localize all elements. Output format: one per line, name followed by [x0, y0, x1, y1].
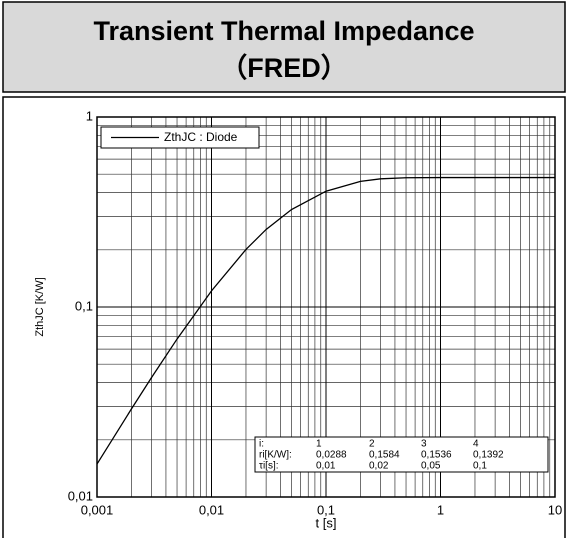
table-cell: 0,1392 — [473, 450, 504, 461]
table-cell: ri[K/W]: — [259, 450, 292, 461]
legend-label: ZthJC : Diode — [164, 130, 238, 144]
table-cell: 0,1584 — [369, 450, 400, 461]
y-tick-label: 0,01 — [68, 488, 93, 503]
table-cell: 0,02 — [369, 461, 389, 472]
x-tick-label: 0,001 — [81, 502, 114, 517]
y-tick-label: 0,1 — [75, 298, 93, 313]
table-cell: 1 — [316, 439, 322, 450]
plot-border — [96, 116, 556, 498]
table-cell: 2 — [369, 439, 375, 450]
x-tick-label: 0,01 — [199, 502, 224, 517]
legend-box — [100, 126, 260, 149]
table-cell: 3 — [421, 439, 427, 450]
x-tick-label: 10 — [548, 502, 562, 517]
table-cell: 0,1 — [473, 461, 487, 472]
x-axis-label: t [s] — [316, 515, 337, 530]
x-tick-label: 1 — [437, 502, 444, 517]
title-box — [2, 1, 566, 93]
table-cell: 0,1536 — [421, 450, 452, 461]
y-axis-label: ZthJC [K/W] — [34, 277, 46, 336]
x-tick-label: 0,1 — [317, 502, 335, 517]
data-line — [96, 176, 555, 465]
chart-title: Transient Thermal Impedance — [93, 16, 474, 46]
table-cell: 0,01 — [316, 461, 336, 472]
table-cell: 0,0288 — [316, 450, 347, 461]
param-table — [254, 436, 549, 473]
y-tick-label: 1 — [86, 108, 93, 123]
table-cell: i: — [259, 439, 264, 450]
chart-subtitle: （FRED） — [220, 53, 348, 83]
table-cell: τi[s]: — [259, 461, 279, 472]
table-cell: 0,05 — [421, 461, 441, 472]
table-cell: 4 — [473, 439, 479, 450]
